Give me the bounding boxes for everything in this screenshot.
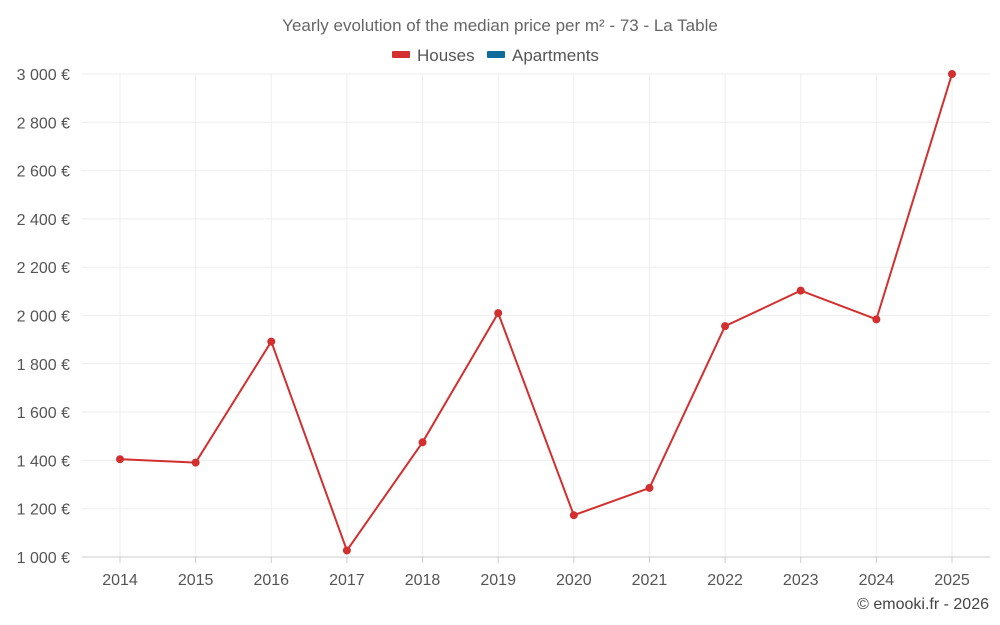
x-tick-label: 2021 — [632, 572, 668, 589]
data-point-houses[interactable] — [645, 483, 654, 492]
y-axis-ticks: 1 000 € 1 200 € 1 400 € 1 600 € 1 800 € 2 000… — [17, 67, 70, 567]
y-tick-label: 2 800 € — [17, 115, 70, 132]
series-houses — [116, 70, 956, 555]
y-tick-label: 1 800 € — [17, 357, 70, 374]
y-tick-label: 1 000 € — [17, 550, 70, 567]
x-tick-label: 2019 — [480, 572, 516, 589]
x-tick-label: 2023 — [783, 572, 819, 589]
data-point-houses[interactable] — [569, 511, 578, 520]
x-tick-label: 2017 — [329, 572, 365, 589]
data-point-houses[interactable] — [872, 315, 881, 324]
y-tick-label: 1 600 € — [17, 405, 70, 422]
x-tick-label: 2025 — [934, 572, 970, 589]
credit: © emooki.fr - 2026 — [857, 596, 989, 613]
y-tick-label: 1 200 € — [17, 502, 70, 519]
x-tick-label: 2022 — [707, 572, 743, 589]
x-tick-label: 2020 — [556, 572, 592, 589]
data-point-houses[interactable] — [342, 546, 351, 555]
data-point-houses[interactable] — [494, 309, 503, 318]
legend: Houses Apartments — [392, 46, 599, 65]
x-tick-label: 2016 — [253, 572, 289, 589]
x-gridlines — [119, 74, 953, 557]
legend-item-apartments[interactable]: Apartments — [487, 46, 599, 65]
legend-label-apartments: Apartments — [512, 46, 599, 65]
data-point-houses[interactable] — [116, 455, 124, 464]
y-tick-label: 2 400 € — [17, 212, 70, 229]
y-tick-label: 3 000 € — [17, 67, 70, 84]
x-tick-label: 2024 — [859, 572, 895, 589]
data-point-houses[interactable] — [267, 337, 276, 346]
data-point-houses[interactable] — [948, 70, 956, 78]
data-point-houses[interactable] — [191, 458, 200, 467]
data-point-houses[interactable] — [796, 286, 805, 295]
legend-label-houses: Houses — [417, 46, 475, 65]
legend-swatch-houses — [392, 51, 410, 58]
y-tick-label: 2 000 € — [17, 309, 70, 326]
y-tick-label: 2 200 € — [17, 260, 70, 277]
legend-item-houses[interactable]: Houses — [392, 46, 475, 65]
x-tick-label: 2014 — [102, 572, 138, 589]
data-point-houses[interactable] — [418, 438, 427, 447]
data-point-houses[interactable] — [721, 322, 730, 331]
x-axis-ticks: 2014 2015 2016 2017 2018 2019 2020 2021 2022 2023… — [102, 557, 970, 589]
y-gridlines — [82, 73, 990, 510]
legend-swatch-apartments — [487, 51, 505, 58]
y-tick-label: 2 600 € — [17, 164, 70, 181]
y-tick-label: 1 400 € — [17, 453, 70, 470]
series-line-houses — [119, 73, 953, 553]
x-tick-label: 2015 — [178, 572, 214, 589]
chart-title: Yearly evolution of the median price per… — [282, 16, 718, 35]
x-tick-label: 2018 — [405, 572, 441, 589]
